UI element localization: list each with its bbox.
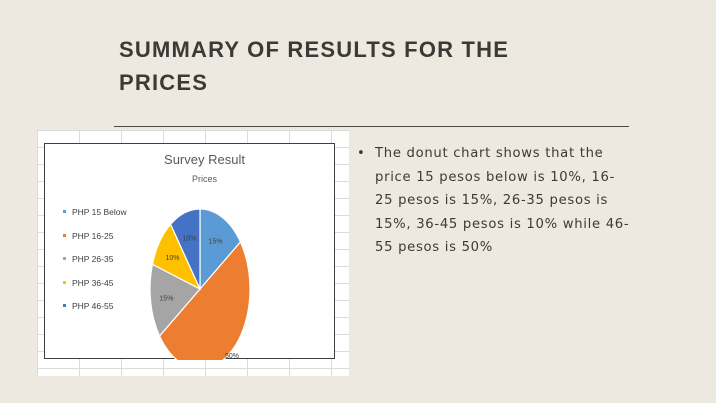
pie-slice-label: 10% [165,255,179,262]
legend-item: PHP 26-35 [63,253,127,277]
pie-slice [149,263,201,338]
legend-item: PHP 16-25 [63,230,127,254]
chart-container: Survey Result Prices PHP 15 Below PHP 16… [44,143,335,360]
pie-slice-label: 15% [159,296,173,303]
legend-label: PHP 26-35 [72,254,114,264]
title-divider [114,126,629,127]
pie-slice-label: 15% [208,239,222,246]
pie-slice [199,208,242,291]
bullet-point: • The donut chart shows that the price 1… [357,142,632,260]
legend-swatch [63,304,66,307]
legend-item: PHP 36-45 [63,277,127,301]
legend-label: PHP 46-55 [72,301,114,311]
legend-swatch [63,257,66,260]
legend-label: PHP 15 Below [72,207,127,217]
legend-label: PHP 16-25 [72,230,114,241]
pie-slice [158,240,251,360]
bullet-marker: • [357,146,366,161]
chart-subtitle: Prices [191,174,217,184]
bullet-text: The donut chart shows that the price 15 … [375,146,630,255]
legend-swatch [63,210,66,213]
slide-title: SUMMARY OF RESULTS FOR THE PRICES [119,37,510,95]
legend-swatch [63,280,66,284]
legend-item: PHP 15 Below [63,206,127,230]
legend-label: PHP 36-45 [72,277,114,288]
pie-chart: 15% 50% 15% 10% 10% [149,208,251,360]
pie-slice-label: 10% [182,235,196,242]
chart-title: Survey Result [164,152,245,167]
pie-slice [169,208,201,290]
pie-slice-label: 50% [225,353,239,360]
chart-legend: PHP 15 Below PHP 16-25 PHP 26-35 PHP 36-… [63,206,127,324]
legend-swatch [63,233,66,237]
legend-item: PHP 46-55 [63,300,127,324]
